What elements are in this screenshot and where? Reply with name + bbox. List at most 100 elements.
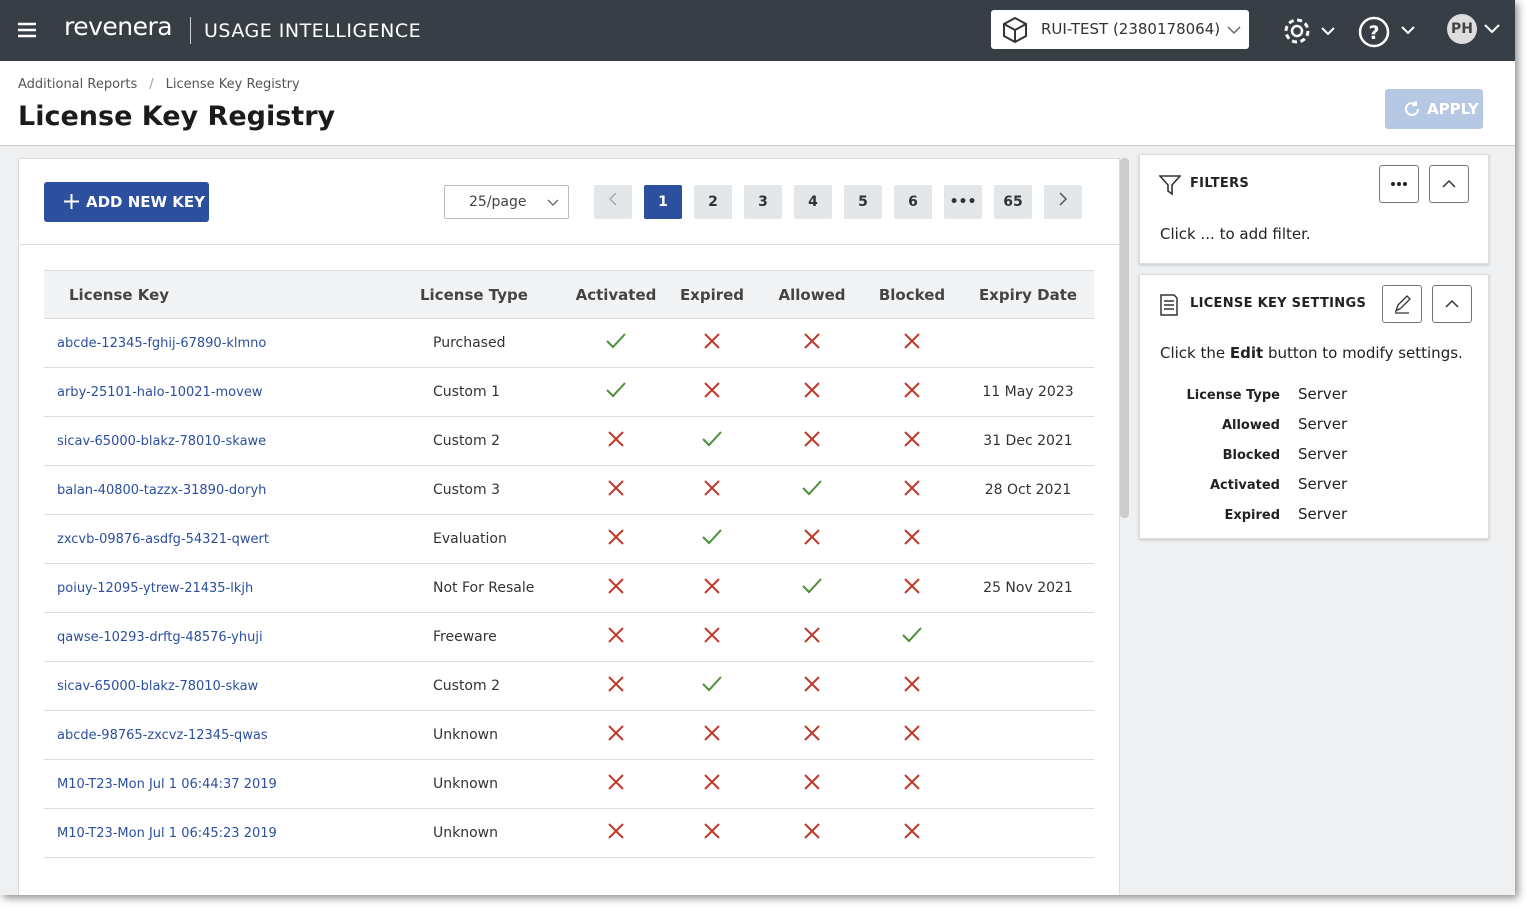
page-button[interactable]: 5 — [844, 185, 882, 219]
column-header[interactable]: Blocked — [862, 270, 962, 319]
cross-icon — [904, 382, 920, 398]
page-button[interactable]: 3 — [744, 185, 782, 219]
help-menu[interactable]: ? — [1358, 15, 1418, 49]
license-key-link[interactable]: arby-25101-halo-10021-movew — [44, 367, 400, 417]
settings-menu[interactable] — [1282, 15, 1338, 47]
status-cell — [570, 465, 662, 515]
status-cell — [662, 367, 762, 417]
table-card: ADD NEW KEY 25/page 1 2 3 4 5 6 ••• 65 License … — [18, 158, 1120, 895]
license-type: Purchased — [400, 318, 570, 368]
license-key-link[interactable]: abcde-12345-fghij-67890-klmno — [44, 318, 400, 368]
cross-icon — [904, 480, 920, 496]
column-header[interactable]: License Key — [44, 270, 400, 319]
status-cell — [570, 514, 662, 564]
expiry-cell — [962, 514, 1094, 564]
setting-row: License Type Server — [1160, 385, 1480, 403]
chevron-left — [608, 192, 617, 206]
column-header[interactable]: Expired — [662, 270, 762, 319]
license-key-link[interactable]: balan-40800-tazzx-31890-doryh — [44, 465, 400, 515]
page-title: License Key Registry — [18, 101, 336, 132]
table-row: zxcvb-09876-asdfg-54321-qwert Evaluation — [44, 514, 1094, 564]
status-cell — [762, 465, 862, 515]
page-button[interactable]: 4 — [794, 185, 832, 219]
license-type: Custom 2 — [400, 416, 570, 466]
page-size: 25/page — [469, 194, 527, 210]
collapse-button[interactable] — [1432, 285, 1472, 323]
page-button[interactable]: 2 — [694, 185, 732, 219]
license-type: Unknown — [400, 808, 570, 858]
license-key-link[interactable]: zxcvb-09876-asdfg-54321-qwert — [44, 514, 400, 564]
license-type: Custom 1 — [400, 367, 570, 417]
status-cell — [862, 416, 962, 466]
column-header[interactable]: Allowed — [762, 270, 862, 319]
column-header[interactable]: Activated — [570, 270, 662, 319]
pencil-icon — [1394, 295, 1411, 314]
cross-icon — [904, 529, 920, 545]
status-cell — [570, 612, 662, 662]
cross-icon — [804, 431, 820, 447]
prev-page[interactable] — [594, 185, 632, 219]
cross-icon — [608, 578, 624, 594]
brand[interactable]: revenera — [64, 12, 173, 41]
expiry-cell — [962, 612, 1094, 662]
check-icon — [802, 578, 822, 594]
collapse-button[interactable] — [1429, 165, 1469, 203]
settings-panel: LICENSE KEY SETTINGS Click the Edit butt… — [1139, 274, 1489, 539]
header-row: License Key License Type Activated Expired A… — [44, 270, 1094, 319]
cross-icon — [608, 431, 624, 447]
apply-button[interactable]: APPLY — [1385, 89, 1483, 129]
plus-icon — [64, 194, 79, 209]
setting-value: Server — [1298, 475, 1348, 493]
setting-row: Activated Server — [1160, 475, 1480, 493]
license-key-link[interactable]: sicav-65000-blakz-78010-skaw — [44, 661, 400, 711]
license-key-link[interactable]: M10-T23-Mon Jul 1 06:44:37 2019 — [44, 759, 400, 809]
page-button[interactable]: ••• — [944, 185, 982, 219]
license-key-link[interactable]: abcde-98765-zxcvz-12345-qwas — [44, 710, 400, 760]
table-body: abcde-12345-fghij-67890-klmno Purchased ar… — [44, 318, 1094, 858]
license-key-link[interactable]: qawse-10293-drftg-48576-yhuji — [44, 612, 400, 662]
page-button[interactable]: 1 — [644, 185, 682, 219]
check-icon — [902, 627, 922, 643]
status-cell — [762, 710, 862, 760]
setting-label: Blocked — [1222, 448, 1280, 463]
page-size-select[interactable]: 25/page — [444, 185, 569, 219]
status-cell — [762, 514, 862, 564]
status-cell — [762, 416, 862, 466]
check-icon — [606, 333, 626, 349]
breadcrumb-link[interactable]: Additional Reports — [18, 77, 138, 92]
add-key-button[interactable]: ADD NEW KEY — [44, 182, 209, 222]
chevron[interactable] — [1484, 24, 1500, 34]
project-selector[interactable]: RUI-TEST (2380178064) — [991, 10, 1249, 49]
license-key-link[interactable]: poiuy-12095-ytrew-21435-lkjh — [44, 563, 400, 613]
edit-button[interactable] — [1382, 285, 1422, 323]
cross-icon — [904, 774, 920, 790]
cross-icon — [704, 578, 720, 594]
page-button[interactable]: 65 — [994, 185, 1032, 219]
menu-icon[interactable] — [18, 22, 36, 38]
chevron-up — [1445, 299, 1459, 308]
status-cell — [570, 710, 662, 760]
chevron — [547, 199, 559, 206]
user-avatar[interactable]: PH — [1447, 14, 1477, 44]
page-button[interactable]: 6 — [894, 185, 932, 219]
cross-icon — [704, 382, 720, 398]
scrollbar[interactable] — [1120, 158, 1129, 518]
column-header[interactable]: Expiry Date — [962, 270, 1094, 319]
cross-icon — [608, 627, 624, 643]
dots-icon — [1391, 182, 1407, 186]
status-cell — [762, 318, 862, 368]
cross-icon — [704, 774, 720, 790]
hint-emphasis: Edit — [1229, 344, 1264, 362]
cross-icon — [704, 333, 720, 349]
license-type: Not For Resale — [400, 563, 570, 613]
license-key-link[interactable]: sicav-65000-blakz-78010-skawe — [44, 416, 400, 466]
next-page[interactable] — [1044, 185, 1082, 219]
license-key-link[interactable]: M10-T23-Mon Jul 1 06:45:23 2019 — [44, 808, 400, 858]
status-cell — [762, 759, 862, 809]
column-header[interactable]: License Type — [400, 270, 570, 319]
more-button[interactable] — [1379, 165, 1419, 203]
status-cell — [762, 808, 862, 858]
status-cell — [662, 514, 762, 564]
expiry-date: 28 Oct 2021 — [984, 481, 1072, 498]
setting-label: Activated — [1209, 478, 1280, 493]
